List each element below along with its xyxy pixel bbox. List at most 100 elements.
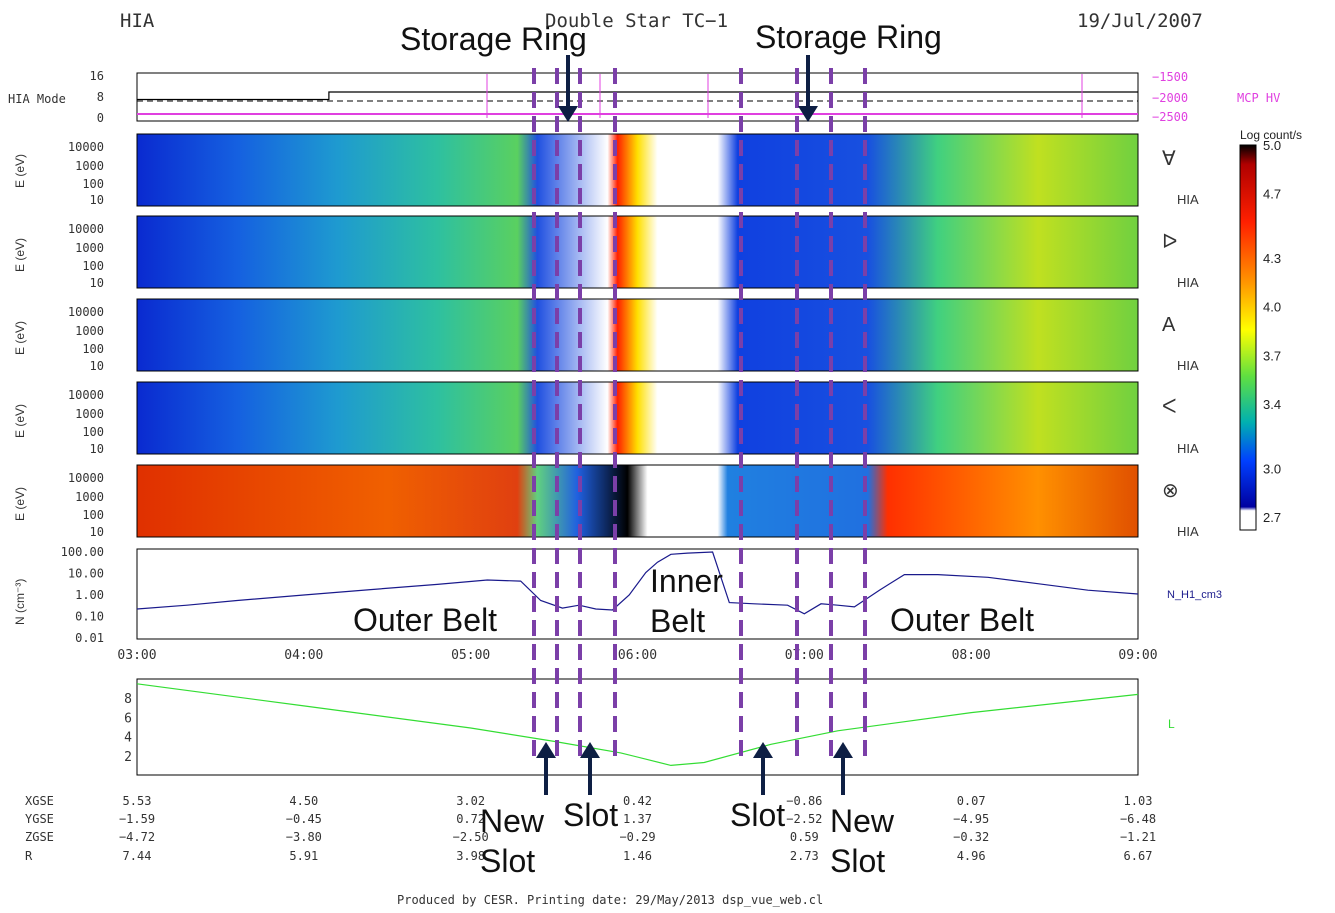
spectrogram-image-3: [137, 299, 1138, 371]
ephemeris-cell: 3.98: [456, 849, 485, 863]
inner-belt-label-line-2: Belt: [650, 603, 705, 639]
footer-text: Produced by CESR. Printing date: 29/May/…: [397, 893, 823, 907]
spec3-ytick-1000: 1000: [75, 324, 104, 338]
colorbar: Log count/s 5.0 4.7 4.3 4.0 3.7 3.4 3.0 2.7: [1239, 128, 1302, 531]
orbit-yticks: 8 6 4 2: [124, 692, 132, 765]
mcp-hv-tick-1500: −1500: [1152, 70, 1188, 84]
spec1-ytick-1000: 1000: [75, 159, 104, 173]
ephemeris-cell: 0.59: [790, 830, 819, 844]
ephemeris-cell: 1.03: [1124, 794, 1153, 808]
colorbar-tick-6: 3.0: [1263, 461, 1281, 476]
storage-ring-label-1: Storage Ring: [400, 21, 587, 57]
spec5-ytick-100: 100: [82, 508, 104, 522]
ephemeris-cell: 5.91: [289, 849, 318, 863]
spec1-ytick-100: 100: [82, 177, 104, 191]
density-ytick-1: 10.00: [68, 567, 104, 581]
spectrogram-ylabel-4: E (eV): [13, 404, 27, 438]
sector-symbol-4: ᐸ: [1162, 396, 1177, 418]
orbit-ytick-0: 8: [124, 692, 132, 707]
colorbar-tick-0: 5.0: [1263, 138, 1281, 153]
slot-label-2: Slot: [730, 797, 785, 833]
spectrogram-frame-1: [136, 133, 1139, 207]
spec1-ytick-10000: 10000: [68, 140, 104, 154]
spectrogram-frame-3: [136, 298, 1139, 372]
orbit-panel: 8 6 4 2 L: [124, 678, 1175, 776]
density-ylabel: N (cm⁻³): [13, 579, 27, 625]
spectrogram-frame-2: [136, 215, 1139, 289]
new-slot-label-1-line-1: New: [480, 803, 545, 839]
spectrogram-frame-5: [136, 464, 1139, 538]
spec4-ytick-10000: 10000: [68, 388, 104, 402]
spectrogram-image-5: [137, 465, 1138, 537]
ephemeris-cell: 3.02: [456, 794, 485, 808]
ephemeris-cell: 1.37: [623, 812, 652, 826]
time-xtick-6: 09:00: [1118, 648, 1157, 663]
header-left: HIA: [120, 10, 155, 32]
storage-ring-arrow-head-1: [558, 106, 578, 122]
density-ytick-2: 1.00: [75, 588, 104, 602]
density-ytick-0: 100.00: [61, 545, 104, 559]
hia-mode-ytick-0: 0: [97, 111, 104, 125]
ephemeris-cell: −3.80: [286, 830, 322, 844]
ephemeris-cell: 5.53: [123, 794, 152, 808]
hia-label-3: HIA: [1177, 358, 1199, 373]
spec3-ytick-100: 100: [82, 342, 104, 356]
orbit-series-line: [136, 683, 1139, 767]
sector-symbol-5: ⊗: [1162, 480, 1179, 502]
ephemeris-cell: 0.72: [456, 812, 485, 826]
colorbar-tick-3: 4.0: [1263, 300, 1281, 315]
ephemeris-label-2: ZGSE: [25, 830, 54, 844]
spectrogram-sector-2: E (eV) 10000 1000 100 10 ᐅ HIA: [13, 215, 1199, 290]
ephemeris-label-1: YGSE: [25, 812, 54, 826]
ephemeris-cell: 0.07: [957, 794, 986, 808]
ephemeris-cell: 7.44: [123, 849, 152, 863]
ephemeris-cell: 0.42: [623, 794, 652, 808]
ephemeris-label-0: XGSE: [25, 794, 54, 808]
outer-belt-label-2: Outer Belt: [890, 602, 1034, 638]
density-series-line: [136, 551, 1139, 615]
new-slot-arrow-head-1: [536, 742, 556, 758]
time-xtick-5: 08:00: [952, 648, 991, 663]
hia-mode-frame: [136, 72, 1139, 122]
colorbar-title: Log count/s: [1240, 128, 1302, 142]
hia-mode-panel: HIA Mode 16 8 0 −1500 −2000 −2500 MCP HV: [8, 69, 1280, 125]
mcp-hv-tick-2000: −2000: [1152, 91, 1188, 105]
spectrogram-image-1: [137, 134, 1138, 206]
new-slot-label-2-line-1: New: [830, 803, 895, 839]
inner-belt-label-line-1: Inner: [650, 563, 723, 599]
ephemeris-cell: −2.52: [786, 812, 822, 826]
spec2-ytick-10000: 10000: [68, 222, 104, 236]
hia-mode-ylabel: HIA Mode: [8, 92, 66, 106]
spec4-ytick-1000: 1000: [75, 407, 104, 421]
hia-mode-ytick-8: 8: [97, 90, 104, 104]
colorbar-tick-4: 3.7: [1263, 348, 1281, 363]
time-xtick-3: 06:00: [618, 648, 657, 663]
ephemeris-cell: 4.96: [957, 849, 986, 863]
spec4-ytick-100: 100: [82, 425, 104, 439]
ephemeris-label-3: R: [25, 849, 33, 863]
mcp-hv-tick-2500: −2500: [1152, 110, 1188, 124]
ephemeris-cell: 6.67: [1124, 849, 1153, 863]
dashed-markers: [532, 68, 867, 760]
hia-mode-line: [137, 91, 1138, 101]
orbit-ytick-2: 4: [124, 731, 132, 746]
spectrogram-image-2: [137, 216, 1138, 288]
slot-arrow-head-2: [753, 742, 773, 758]
spectrogram-ylabel-2: E (eV): [13, 238, 27, 272]
mcp-hv-label: MCP HV: [1237, 91, 1280, 105]
ephemeris-cell: 1.46: [623, 849, 652, 863]
density-yticks: 100.00 10.00 1.00 0.10 0.01: [61, 545, 104, 645]
ephemeris-cell: −0.45: [286, 812, 322, 826]
spec3-ytick-10: 10: [90, 359, 104, 373]
density-ytick-3: 0.10: [75, 610, 104, 624]
slot-label-1: Slot: [563, 797, 618, 833]
storage-ring-label-2: Storage Ring: [755, 19, 942, 55]
spec5-ytick-1000: 1000: [75, 490, 104, 504]
header-center: Double Star TC−1: [545, 10, 728, 32]
spectrogram-panels: E (eV) 10000 1000 100 10 ∀ HIA E (eV) 10…: [13, 133, 1199, 539]
orbit-ytick-1: 6: [124, 711, 132, 726]
ephemeris-cell: −4.72: [119, 830, 155, 844]
hia-label-1: HIA: [1177, 192, 1199, 207]
sector-symbol-2: ᐅ: [1162, 231, 1177, 253]
